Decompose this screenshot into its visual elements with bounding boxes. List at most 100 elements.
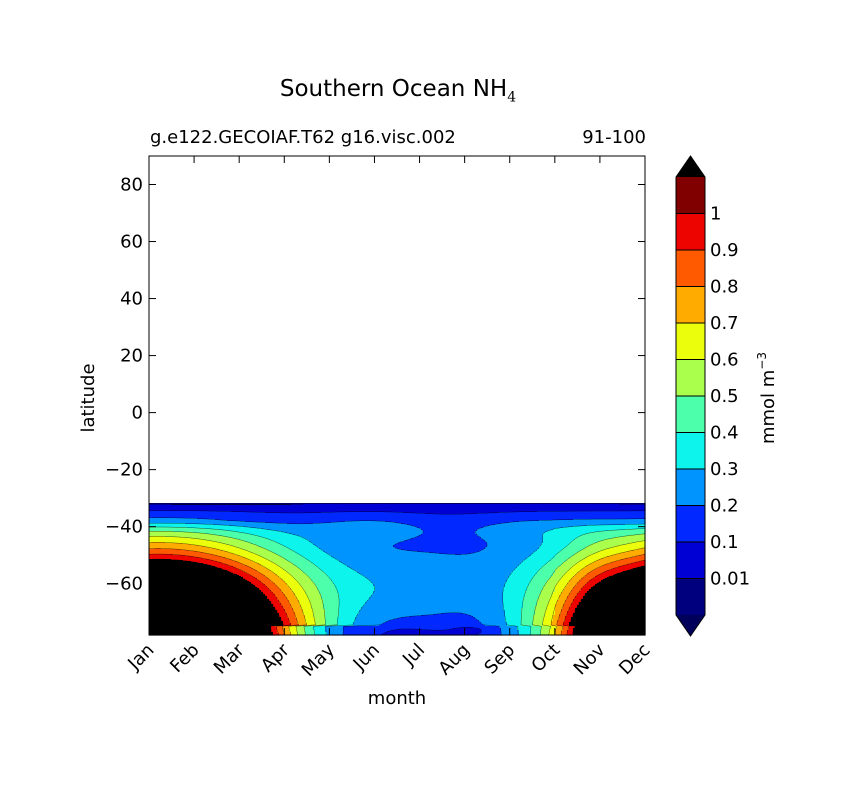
contour-cell	[149, 548, 156, 550]
contour-cell	[403, 541, 486, 543]
contour-cell	[369, 597, 504, 599]
contour-cell	[347, 566, 518, 568]
contour-cell	[283, 580, 298, 582]
contour-cell	[289, 630, 298, 632]
contour-cell	[621, 572, 646, 574]
contour-cell	[335, 587, 376, 589]
contour-cell	[321, 598, 340, 600]
contour-cell	[325, 628, 344, 630]
contour-cell	[353, 569, 516, 571]
contour-cell	[149, 527, 188, 529]
contour-cell	[149, 597, 268, 599]
contour-cell	[189, 550, 224, 552]
contour-cell	[551, 576, 564, 578]
contour-cell	[577, 582, 588, 584]
contour-cell	[585, 547, 612, 549]
contour-cell	[565, 617, 572, 619]
contour-cell	[481, 622, 508, 624]
contour-cell	[475, 618, 506, 620]
contour-cell	[571, 617, 646, 619]
contour-cell	[569, 544, 592, 546]
contour-cell	[149, 564, 208, 566]
contour-cell	[327, 574, 362, 576]
contour-cell	[277, 554, 300, 556]
contour-cell	[235, 531, 282, 533]
contour-cell	[289, 631, 298, 633]
contour-cell	[505, 610, 522, 612]
contour-cell	[521, 610, 536, 612]
contour-cell	[551, 624, 558, 626]
contour-cell	[415, 537, 482, 539]
contour-cell	[339, 614, 358, 616]
contour-cell	[289, 533, 424, 535]
colorbar-tick-label: 0.9	[710, 240, 739, 261]
contour-cell	[301, 605, 312, 607]
contour-cell	[577, 606, 646, 608]
contour-cell	[313, 626, 326, 628]
contour-cell	[233, 553, 256, 555]
contour-cell	[343, 629, 398, 631]
contour-cell	[555, 557, 572, 559]
contour-cell	[357, 616, 410, 618]
contour-cell	[285, 611, 294, 613]
contour-cell	[511, 573, 538, 575]
contour-cell	[277, 611, 286, 613]
contour-cell	[297, 627, 306, 629]
contour-cell	[311, 561, 340, 563]
contour-cell	[307, 595, 322, 597]
contour-cell	[225, 557, 246, 559]
contour-cell	[455, 554, 462, 556]
contour-cell	[295, 552, 326, 554]
contour-cell	[299, 601, 310, 603]
contour-cell	[573, 589, 582, 591]
contour-cell	[617, 567, 638, 569]
contour-cell	[299, 604, 312, 606]
contour-cell	[559, 616, 566, 618]
contour-cell	[339, 600, 368, 602]
contour-cell	[155, 548, 162, 550]
contour-cell	[577, 537, 616, 539]
contour-cell	[593, 570, 608, 572]
contour-cell	[365, 577, 510, 579]
contour-cell	[533, 620, 544, 622]
contour-cell	[561, 611, 568, 613]
contour-cell	[305, 557, 334, 559]
contour-cell	[337, 590, 376, 592]
contour-cell	[615, 574, 646, 576]
contour-cell	[293, 592, 306, 594]
contour-cell	[573, 615, 646, 617]
contour-cell	[527, 590, 542, 592]
contour-cell	[579, 561, 596, 563]
contour-cell	[149, 512, 266, 514]
contour-cell	[579, 581, 590, 583]
contour-cell	[363, 575, 510, 577]
contour-cell	[581, 569, 596, 571]
contour-cell	[305, 592, 320, 594]
contour-cell	[521, 618, 534, 620]
contour-cell	[219, 549, 244, 551]
contour-cell	[575, 610, 646, 612]
contour-cell	[615, 537, 646, 539]
contour-cell	[257, 578, 270, 580]
contour-cell	[325, 620, 338, 622]
contour-cell	[149, 604, 274, 606]
contour-cell	[577, 562, 594, 564]
contour-cell	[203, 552, 230, 554]
contour-cell	[541, 590, 556, 592]
contour-cell	[293, 611, 304, 613]
contour-cell	[553, 619, 560, 621]
colorbar-band	[676, 286, 705, 324]
contour-cell	[277, 631, 284, 633]
contour-cell	[605, 578, 646, 580]
contour-cell	[615, 561, 640, 563]
contour-cell	[319, 547, 396, 549]
contour-cell	[573, 631, 646, 633]
contour-cell	[251, 583, 264, 585]
contour-cell	[475, 533, 544, 535]
contour-cell	[359, 613, 442, 615]
contour-cell	[541, 591, 556, 593]
contour-cell	[543, 539, 576, 541]
contour-cell	[539, 520, 646, 522]
contour-cell	[505, 618, 522, 620]
contour-cell	[291, 574, 308, 576]
